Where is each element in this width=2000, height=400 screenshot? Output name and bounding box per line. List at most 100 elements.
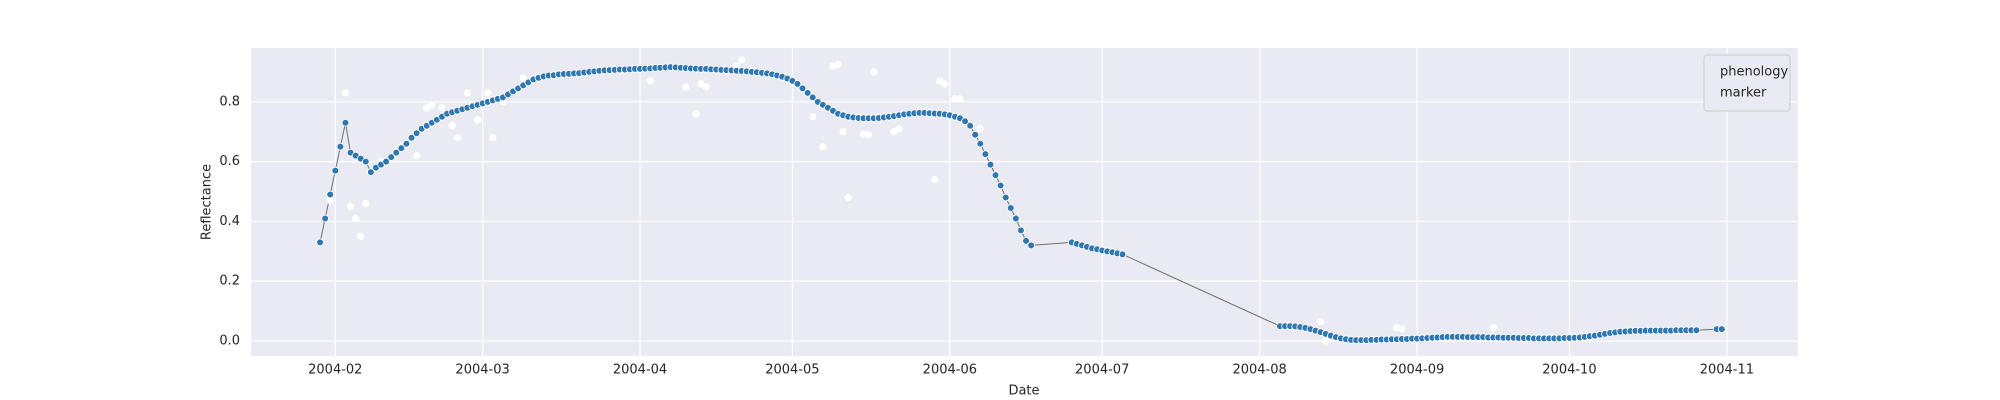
- phenology-point: [1027, 241, 1035, 250]
- plot-background: [251, 48, 1798, 356]
- phenology-point: [1022, 237, 1030, 245]
- phenology-point: [341, 118, 350, 127]
- observation-point: [1489, 323, 1497, 332]
- observation-point: [352, 214, 360, 223]
- x-axis-label: Date: [1008, 384, 1039, 399]
- phenology-point: [361, 157, 370, 166]
- observation-point: [1398, 325, 1406, 333]
- observation-point: [1322, 337, 1330, 345]
- y-tick-label: 0.4: [219, 214, 240, 229]
- phenology-point: [1012, 214, 1020, 223]
- observation-point: [895, 125, 903, 133]
- observation-point: [489, 134, 497, 142]
- x-tick-label: 2004-11: [1700, 363, 1754, 378]
- observation-point: [951, 95, 959, 103]
- observation-point: [357, 232, 365, 240]
- phenology-point: [367, 168, 375, 176]
- observation-point: [438, 104, 446, 112]
- phenology-point: [986, 160, 995, 169]
- observation-point: [412, 152, 421, 160]
- phenology-point: [976, 139, 985, 148]
- y-axis-label: Reflectance: [200, 164, 215, 240]
- observation-point: [448, 122, 456, 130]
- phenology-point: [961, 117, 969, 126]
- phenology-point: [966, 121, 974, 130]
- observation-point: [864, 131, 873, 139]
- markers: [316, 56, 1726, 345]
- phenology-point: [803, 89, 812, 97]
- phenology-point: [321, 214, 329, 223]
- observation-point: [473, 116, 482, 124]
- phenology-point: [971, 130, 980, 139]
- y-tick-label: 0.2: [219, 274, 240, 289]
- y-tick-label: 0.8: [219, 94, 240, 109]
- observation-point: [682, 83, 690, 91]
- y-tick-label: 0.0: [219, 334, 240, 349]
- observation-point: [941, 80, 949, 88]
- observation-point: [844, 193, 852, 202]
- observation-point: [646, 77, 654, 85]
- phenology-point: [397, 144, 406, 152]
- phenology-point: [402, 139, 411, 148]
- phenology-point: [1017, 226, 1025, 235]
- observation-point: [692, 110, 700, 118]
- observation-point: [484, 89, 492, 97]
- x-tick-label: 2004-07: [1075, 363, 1129, 378]
- observation-point: [956, 95, 964, 103]
- observation-point: [326, 196, 334, 205]
- observation-point: [463, 89, 471, 97]
- observation-point: [819, 143, 827, 151]
- phenology-point: [382, 157, 390, 166]
- phenology-point: [808, 93, 817, 102]
- observation-point: [1316, 318, 1325, 326]
- observation-point: [738, 56, 746, 64]
- observation-point: [362, 199, 370, 208]
- phenology-point: [1718, 325, 1726, 333]
- phenology-point: [387, 153, 395, 161]
- phenology-point: [793, 80, 802, 88]
- observation-point: [834, 60, 842, 69]
- phenology-point: [392, 148, 401, 157]
- x-tick-label: 2004-05: [765, 363, 819, 378]
- legend-label: marker: [1720, 86, 1767, 101]
- phenology-point: [798, 84, 807, 93]
- phenology-point: [331, 166, 340, 175]
- observation-point: [702, 83, 710, 91]
- legend: phenology marker: [1703, 54, 1791, 112]
- phenology-point: [991, 171, 1000, 179]
- x-tick-label: 2004-03: [455, 363, 509, 378]
- y-tick-label: 0.6: [219, 154, 240, 169]
- observation-point: [976, 125, 984, 133]
- phenology-point: [1692, 326, 1701, 335]
- legend-box: [1703, 54, 1791, 112]
- phenology-point: [1006, 204, 1015, 212]
- phenology-point: [1001, 193, 1010, 202]
- observation-point: [428, 101, 436, 109]
- x-tick-label: 2004-10: [1542, 363, 1596, 378]
- observation-point: [870, 68, 878, 76]
- x-tick-label: 2004-02: [308, 363, 362, 378]
- x-tick-label: 2004-09: [1390, 363, 1444, 378]
- x-tick-label: 2004-08: [1232, 363, 1286, 378]
- phenology-point: [1118, 250, 1127, 259]
- phenology-point: [996, 181, 1005, 190]
- observation-point: [839, 128, 847, 136]
- phenology-point: [412, 129, 421, 138]
- observation-point: [859, 131, 868, 139]
- observation-point: [931, 175, 939, 184]
- legend-label: phenology: [1720, 65, 1788, 80]
- observation-point: [346, 202, 355, 211]
- observation-point: [519, 74, 527, 82]
- x-tick-label: 2004-06: [923, 363, 977, 378]
- phenology-point: [316, 238, 324, 247]
- observation-point: [341, 89, 350, 97]
- observation-point: [809, 113, 817, 121]
- observation-point: [453, 134, 461, 142]
- phenology-point: [336, 142, 345, 151]
- x-tick-label: 2004-04: [613, 363, 667, 378]
- phenology-point: [981, 150, 990, 158]
- phenology-point: [407, 133, 416, 142]
- phenology-point: [326, 190, 335, 199]
